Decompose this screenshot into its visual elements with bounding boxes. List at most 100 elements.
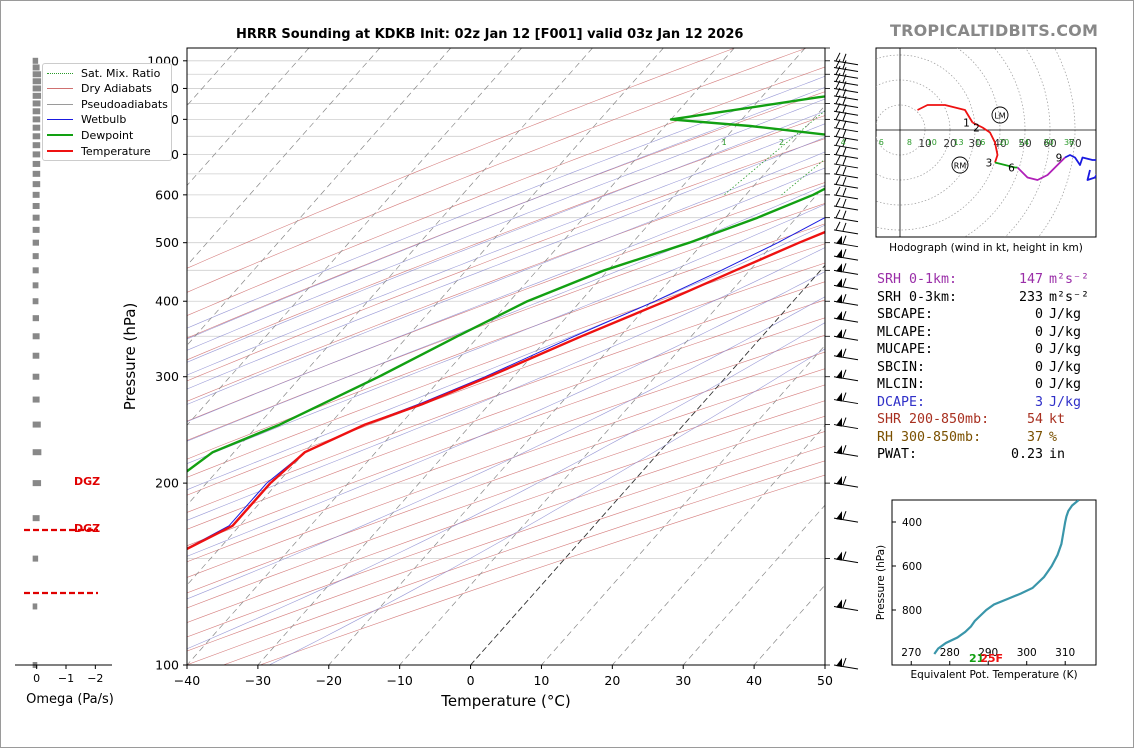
barb-feather	[842, 551, 847, 560]
storm-motion-marker	[951, 156, 969, 174]
stat-value: 3	[1034, 394, 1043, 410]
barb-feather	[842, 198, 847, 208]
barb-feather	[842, 156, 847, 166]
barb-feather	[842, 417, 847, 426]
hodograph-height-label: 9	[1056, 153, 1063, 165]
wind-barbs	[833, 52, 859, 670]
hodograph-height-label: 1	[963, 118, 970, 130]
dry-adiabat-line	[187, 182, 825, 422]
legend-swatch	[47, 150, 73, 152]
omega-bar	[32, 133, 41, 140]
barb-feather	[842, 348, 847, 357]
barb-pennant	[836, 329, 842, 339]
x-tick-label: 40	[746, 673, 762, 688]
moist-adiabat-line	[187, 167, 825, 423]
omega-bar	[32, 85, 42, 92]
barb-pennant	[836, 311, 842, 321]
omega-bar	[32, 142, 41, 149]
barb-feather	[835, 119, 841, 128]
barb-feather	[842, 74, 847, 83]
skewt-plot-frame	[186, 47, 826, 666]
stat-unit: J/kg	[1049, 324, 1082, 340]
x-tick-label: 10	[533, 673, 549, 688]
dry-adiabat-line	[187, 368, 825, 594]
barb-feather	[842, 138, 847, 147]
omega-bar	[32, 253, 39, 260]
moist-adiabat-line	[187, 247, 825, 521]
moist-adiabat-line	[187, 136, 825, 390]
stat-label: SBCAPE:	[877, 307, 934, 322]
stat-unit: J/kg	[1049, 394, 1082, 410]
skewt-axes	[183, 47, 830, 669]
stat-value: 0	[1034, 359, 1043, 375]
stat-value: 0	[1034, 307, 1043, 322]
hodograph-segment	[1064, 154, 1096, 181]
skewt-background-lines	[187, 48, 825, 665]
theta-e-x-tick-label: 270	[901, 647, 921, 659]
stat-unit: m²s⁻²	[1049, 272, 1090, 287]
wind-barb	[833, 136, 859, 150]
mixing-ratio-label: 13	[953, 138, 963, 147]
barb-feather	[842, 248, 847, 258]
theta-e-plot	[933, 500, 1080, 655]
x-tick-label: 30	[675, 673, 691, 688]
omega-bar	[32, 480, 42, 487]
omega-bar	[32, 92, 42, 99]
brand-watermark: TROPICALTIDBITS.COM	[890, 21, 1099, 40]
barb-feather	[835, 186, 841, 196]
storm-motion-label: RM	[954, 162, 967, 171]
hodograph-segment	[972, 121, 999, 163]
isotherm-line	[187, 48, 593, 506]
theta-e-frame	[891, 499, 1097, 666]
barb-pennant	[836, 348, 842, 358]
barb-feather	[842, 176, 847, 186]
legend-item-dewpoint: Dewpoint	[47, 128, 133, 142]
moist-adiabat-line	[187, 123, 825, 376]
barb-feather	[842, 88, 847, 98]
legend-item-sat-mix-ratio: Sat. Mix. Ratio	[47, 66, 160, 80]
omega-bar	[32, 100, 41, 107]
omega-bar	[32, 603, 38, 610]
wind-barb	[833, 445, 859, 457]
barb-shaft	[833, 80, 859, 86]
dry-adiabat-line	[187, 160, 825, 402]
wind-barb	[833, 348, 859, 361]
dry-adiabat-line	[187, 48, 735, 269]
dgz-label-top: DGZ	[74, 475, 101, 488]
wind-barb	[833, 197, 859, 211]
storm-motion-marker	[991, 106, 1009, 124]
barb-feather	[835, 66, 841, 75]
omega-bar	[32, 57, 39, 64]
legend: Sat. Mix. Ratio Dry Adiabats Pseudoadiab…	[42, 63, 172, 161]
isotherm-line	[470, 264, 825, 665]
omega-bar	[32, 71, 42, 78]
mixing-ratio-label: 10	[927, 138, 937, 147]
isotherm-line	[187, 48, 664, 586]
omega-bar	[32, 226, 40, 233]
barb-feather	[842, 369, 847, 378]
stat-unit: %	[1049, 429, 1058, 445]
moist-adiabat-line	[187, 151, 825, 405]
barb-pennant	[836, 369, 842, 379]
omega-bar	[32, 116, 41, 123]
moist-adiabat-line	[187, 87, 825, 340]
omega-bar	[32, 298, 39, 305]
surface-temperature-label: 25F	[980, 652, 1003, 665]
barb-feather	[835, 80, 841, 89]
surface-dewpoint-label: 21	[969, 652, 984, 665]
wind-barb	[833, 263, 859, 275]
barb-feather	[835, 221, 841, 231]
mixing-ratio-label: 36	[1064, 138, 1074, 147]
barb-feather	[842, 294, 847, 303]
mixing-ratio-label: 24	[1019, 138, 1029, 147]
wind-barb	[833, 80, 859, 93]
isotherm-line	[399, 184, 825, 665]
x-tick-label: −30	[245, 673, 271, 688]
barb-shaft	[833, 173, 859, 179]
stat-label: PWAT:	[877, 447, 918, 462]
dewpoint-trace	[187, 95, 825, 473]
wind-barb	[833, 657, 859, 670]
legend-label: Sat. Mix. Ratio	[81, 66, 161, 80]
barb-feather	[842, 129, 847, 138]
barb-shaft	[833, 183, 859, 189]
